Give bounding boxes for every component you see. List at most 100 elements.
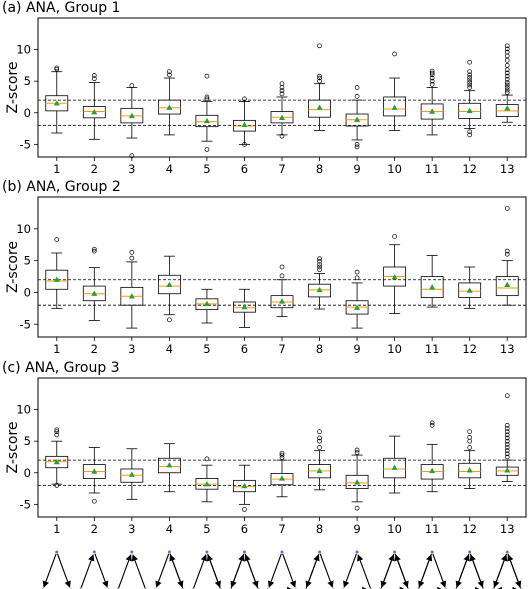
mean-marker <box>504 281 511 288</box>
motif-edge <box>282 553 297 588</box>
mean-marker <box>316 286 323 293</box>
x-tick-label: 4 <box>166 162 173 176</box>
outlier-point <box>129 255 135 261</box>
box-iqr <box>383 96 407 117</box>
motif-node <box>55 550 59 554</box>
y-tick-label: 0 <box>24 106 31 120</box>
motif-3-icon <box>116 550 147 589</box>
x-tick-label: 13 <box>500 522 515 536</box>
motif-8-icon <box>304 550 335 589</box>
outlier-point <box>91 73 97 78</box>
outlier-point <box>167 72 172 78</box>
motif-node <box>167 550 171 554</box>
outlier-point <box>504 451 510 457</box>
motif-6-icon <box>229 550 260 589</box>
outlier-point <box>317 264 322 270</box>
outlier-point <box>504 80 510 85</box>
x-tick-label: 10 <box>387 342 402 356</box>
box-2 <box>82 73 106 140</box>
outlier-point <box>279 88 285 94</box>
outlier-point <box>242 96 247 102</box>
box-6 <box>233 96 256 147</box>
box-10 <box>383 435 407 494</box>
x-tick-label: 5 <box>203 522 210 536</box>
motif-edge <box>56 553 71 588</box>
panel-title: (c) ANA, Group 3 <box>2 360 120 376</box>
outlier-point <box>204 147 210 152</box>
outlier-point <box>467 435 473 440</box>
panel-title: (b) ANA, Group 2 <box>2 179 121 195</box>
outlier-point <box>429 81 435 87</box>
box-11 <box>420 68 444 136</box>
mean-marker <box>466 287 473 293</box>
outlier-point <box>504 445 510 450</box>
mean-marker <box>316 467 323 474</box>
x-tick-label: 13 <box>500 342 515 356</box>
motif-edge <box>244 554 259 589</box>
motif-edge <box>230 554 245 589</box>
y-tick-label: 10 <box>16 403 31 417</box>
x-tick-label: 10 <box>387 162 402 176</box>
motif-edge <box>432 553 447 588</box>
box-iqr <box>157 99 181 115</box>
outlier-point <box>504 441 510 447</box>
outlier-point <box>504 251 510 257</box>
motif-edge <box>305 554 320 589</box>
outlier-point <box>54 483 60 488</box>
outlier-point <box>129 250 135 255</box>
outlier-point <box>429 78 435 84</box>
outlier-point <box>354 93 360 99</box>
motif-edge <box>455 554 470 589</box>
outlier-point <box>317 258 322 264</box>
x-tick-label: 6 <box>241 342 248 356</box>
mean-marker <box>203 480 210 487</box>
mean-marker <box>504 105 511 111</box>
box-4 <box>157 69 181 136</box>
outlier-point <box>429 420 435 426</box>
motif-4-icon <box>154 550 185 589</box>
x-tick-label: 6 <box>241 522 248 536</box>
box-13 <box>495 393 519 483</box>
outlier-point <box>204 94 210 100</box>
motif-edge <box>394 553 409 588</box>
outlier-point <box>504 248 510 254</box>
motif-edge <box>131 554 146 589</box>
x-tick-label: 2 <box>91 162 98 176</box>
mean-marker <box>466 467 473 473</box>
motif-edge <box>357 554 371 589</box>
box-iqr <box>157 274 181 295</box>
outlier-point <box>167 317 172 323</box>
mean-marker <box>279 475 285 481</box>
y-tick-label: 0 <box>24 285 31 299</box>
motif-edge <box>493 554 508 589</box>
mean-marker <box>128 471 135 477</box>
box-9 <box>345 447 369 511</box>
outlier-point <box>317 262 322 267</box>
mean-marker <box>53 100 60 106</box>
outlier-point <box>54 66 60 72</box>
outlier-point <box>504 46 510 52</box>
outlier-point <box>467 59 473 65</box>
outlier-point <box>504 435 510 441</box>
box-9 <box>345 85 369 150</box>
outlier-point <box>54 65 60 71</box>
box-2 <box>82 246 106 321</box>
outlier-point <box>467 429 473 435</box>
outlier-point <box>504 70 510 76</box>
motif-edge <box>343 553 357 588</box>
mean-marker <box>241 303 248 310</box>
box-iqr <box>383 457 407 479</box>
mean-marker <box>166 461 173 468</box>
outlier-point <box>279 452 285 458</box>
outlier-point <box>317 438 322 444</box>
box-10 <box>383 51 407 131</box>
x-tick-label: 3 <box>128 522 135 536</box>
outlier-point <box>467 129 473 135</box>
box-6 <box>233 288 256 328</box>
box-12 <box>458 266 482 309</box>
mean-marker <box>241 121 248 127</box>
outlier-point <box>54 237 60 242</box>
